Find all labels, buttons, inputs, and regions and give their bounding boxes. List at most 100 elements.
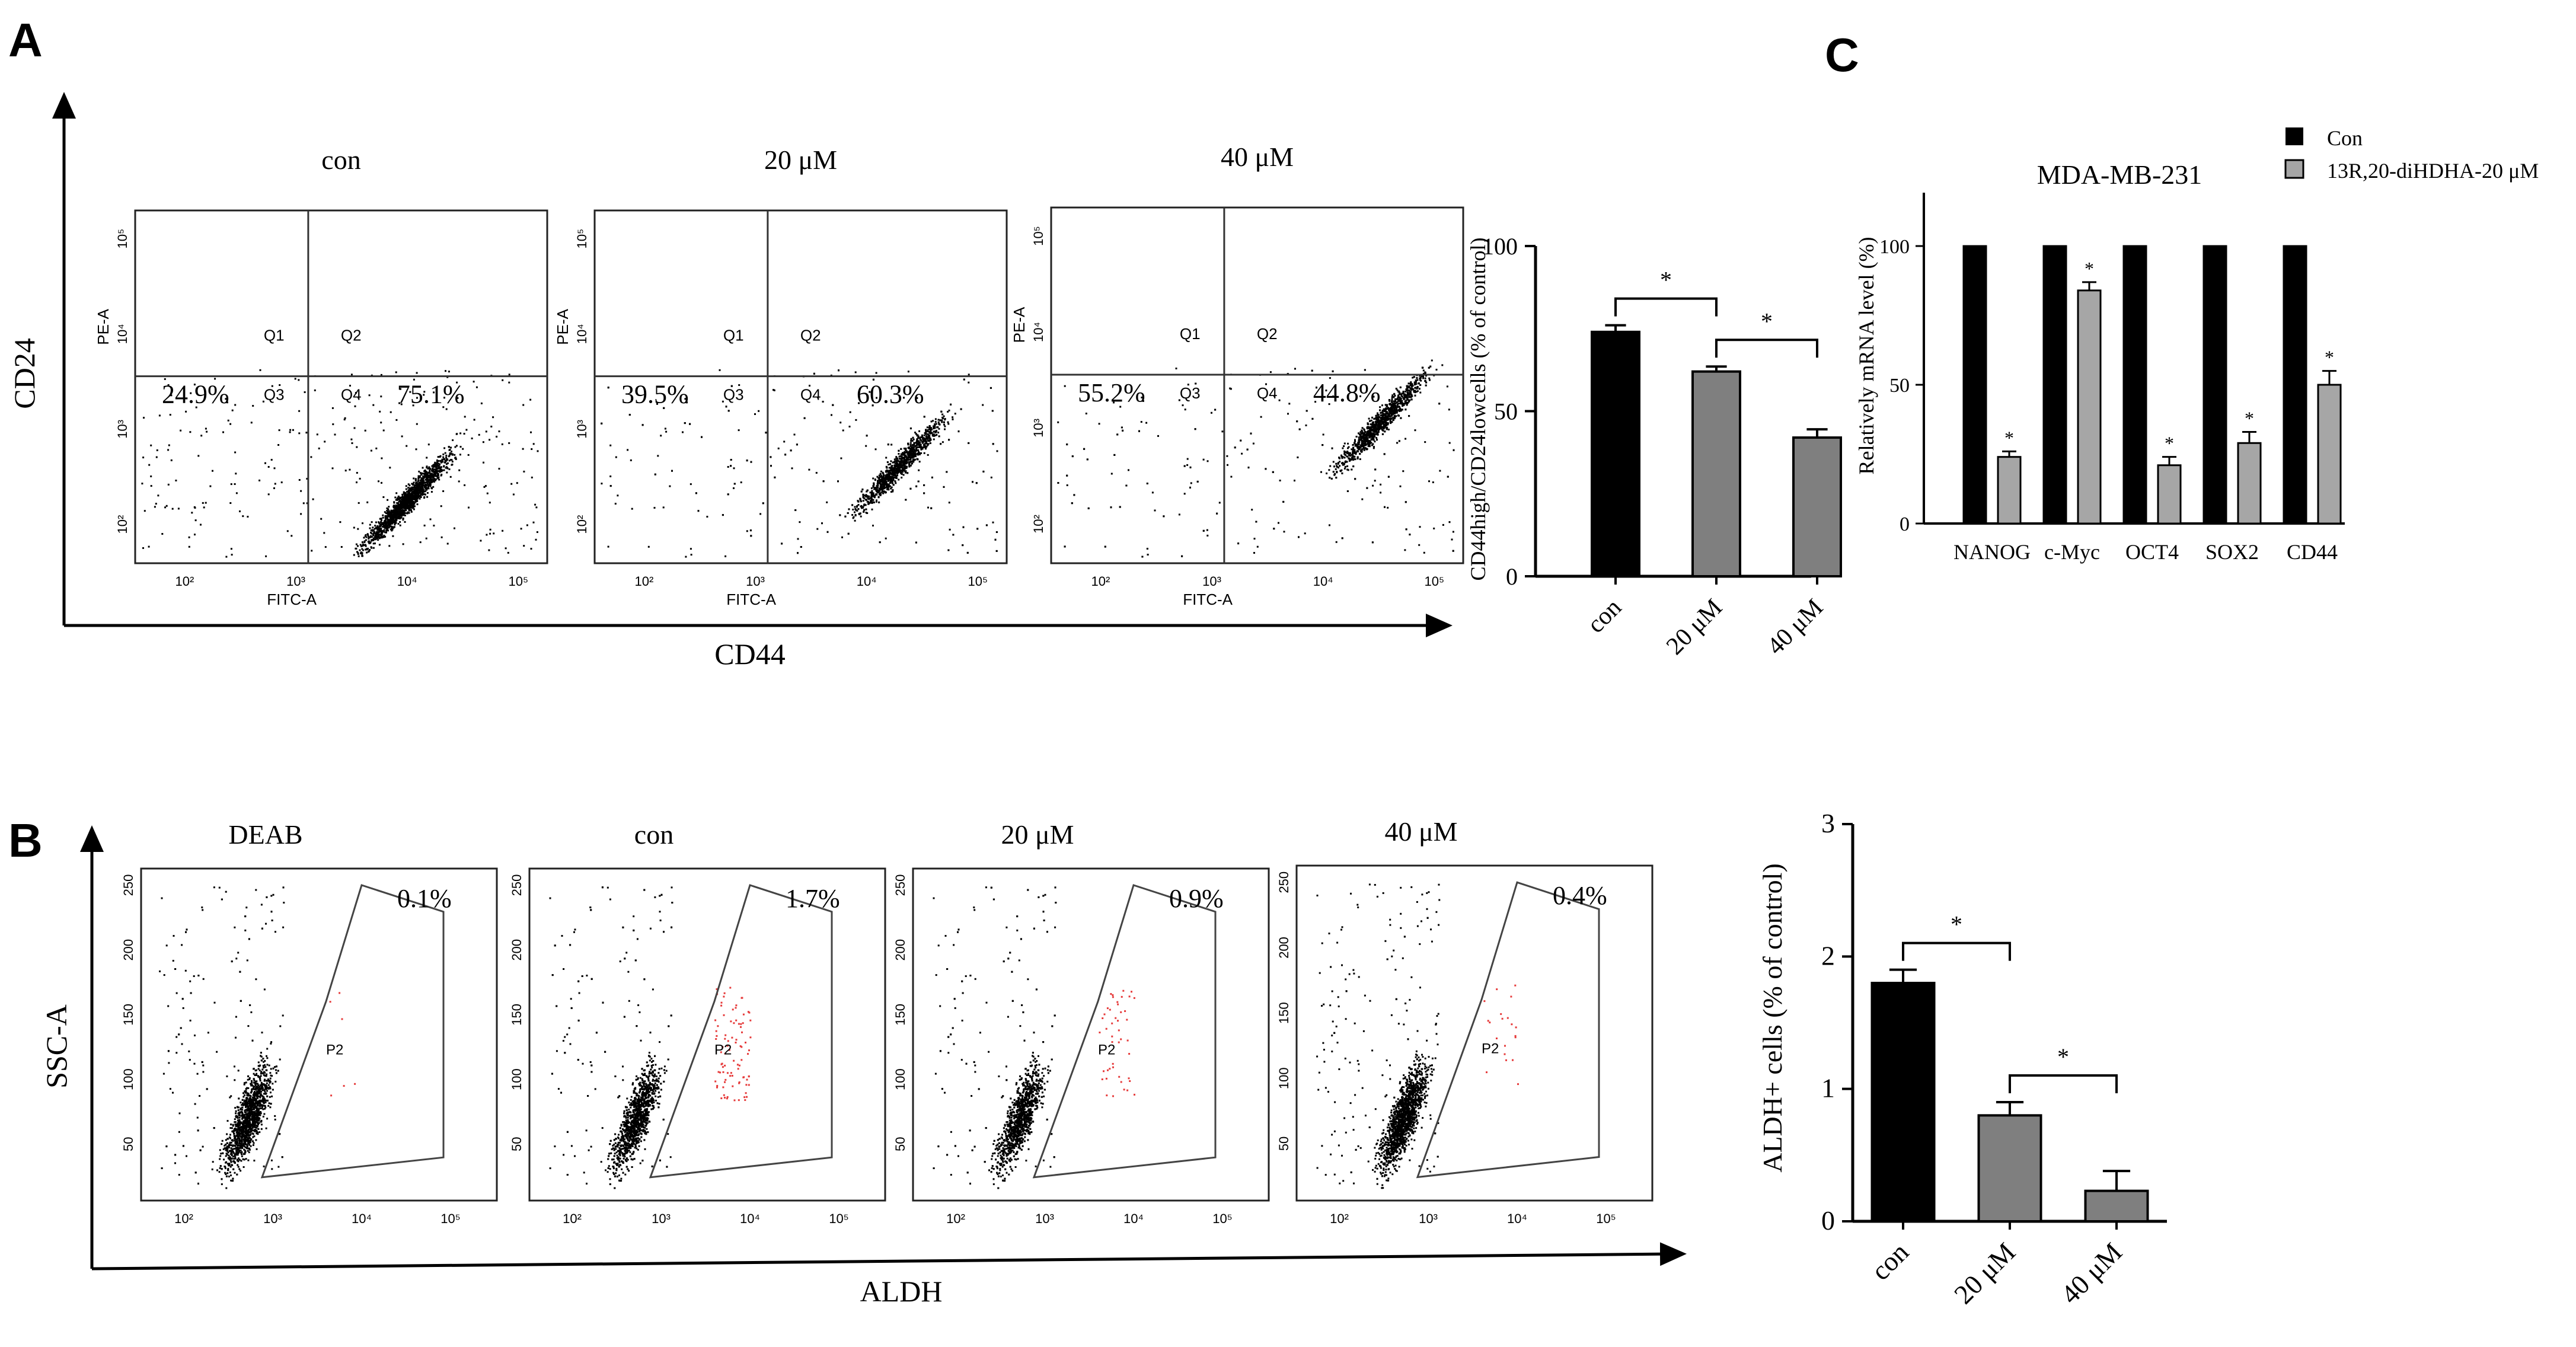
flow-x-tick: 10² [175, 574, 194, 589]
flow-dot [1392, 419, 1394, 421]
flow-dot [471, 438, 473, 439]
flow-dot [408, 495, 410, 497]
flow-x-tick: 10⁵ [509, 574, 529, 589]
flow-dot [934, 427, 936, 429]
flow-dot [909, 427, 912, 430]
flow-dot [452, 439, 454, 441]
flow-dot [925, 436, 928, 439]
flow-dot [383, 534, 385, 537]
flow-dot [391, 521, 393, 523]
flow-dot [424, 490, 426, 493]
flow-dot [365, 534, 367, 536]
flow-dot [376, 531, 378, 533]
flow-dot [791, 467, 793, 470]
flow-dot [397, 503, 399, 505]
flow-dot [853, 516, 855, 518]
flow-dot [411, 505, 414, 507]
flow-dot [928, 426, 931, 427]
flow-dot [1341, 537, 1343, 540]
flow-dot [662, 506, 665, 509]
flow-dot [407, 491, 410, 494]
flow-dot [1352, 455, 1354, 457]
flow-dot [1384, 408, 1386, 410]
flow-dot [877, 480, 879, 482]
flow-dot [1351, 458, 1353, 460]
flow-dot [432, 467, 434, 470]
flow-dot [410, 490, 412, 492]
flow-dot [1381, 429, 1384, 431]
flow-dot [432, 486, 435, 488]
flow-dot [489, 532, 491, 535]
flow-dot [1361, 451, 1363, 453]
flow-dot [762, 502, 764, 505]
flow-dot [910, 460, 912, 462]
flow-dot [759, 513, 762, 515]
flow-dot [381, 535, 383, 537]
flow-dot [368, 538, 370, 540]
flow-dot [914, 452, 916, 455]
flow-dot [440, 474, 443, 475]
flow-dot [1378, 423, 1380, 425]
flow-dot [1377, 418, 1379, 420]
flow-dot [866, 500, 869, 503]
flow-dot [1392, 406, 1394, 408]
flow-dot [1424, 441, 1426, 443]
flow-dot [475, 386, 478, 388]
flow-dot [1416, 390, 1419, 392]
flow-dot [750, 535, 752, 537]
flow-dot [1416, 391, 1418, 393]
flow-dot [1398, 406, 1400, 408]
flow-dot [892, 470, 894, 473]
flow-dot [419, 479, 422, 481]
flow-dot [421, 490, 423, 492]
flow-dot [424, 481, 426, 484]
flow-dot [877, 477, 880, 479]
flow-dot [408, 484, 411, 487]
flow-dot [912, 446, 914, 448]
flow-dot [930, 427, 932, 429]
flow-dot [918, 469, 920, 471]
quadrant-q1: Q1 [723, 327, 744, 344]
flow-dot [924, 448, 927, 450]
flow-dot [911, 440, 913, 442]
flow-dot [901, 462, 903, 464]
flow-dot [900, 472, 902, 474]
flow-dot [962, 544, 964, 547]
flow-dot [419, 477, 421, 478]
flow-dot [1195, 382, 1197, 385]
flow-dot [1325, 390, 1327, 392]
flow-dot [273, 487, 275, 489]
flow-dot [365, 539, 367, 541]
flow-dot [1321, 444, 1324, 446]
flow-dot [382, 523, 384, 525]
flow-dot [1373, 418, 1375, 420]
flow-dot [1358, 436, 1360, 439]
flow-y-tick: 10³ [574, 420, 589, 439]
flow-dot [941, 416, 944, 419]
flow-dot [923, 484, 925, 486]
flow-dot [180, 429, 182, 432]
flow-dot [522, 448, 524, 450]
flow-dot [1414, 390, 1416, 392]
flow-dot [411, 490, 414, 493]
flow-dot [933, 425, 935, 427]
flow-dot [774, 476, 776, 478]
flow-dot [359, 549, 361, 551]
flow-dot [393, 505, 395, 507]
flow-dot [908, 452, 910, 454]
flow-dot [382, 536, 384, 538]
flow-dot [926, 426, 928, 429]
flow-dot [881, 480, 883, 482]
flow-dot [387, 526, 389, 528]
flow-dot [422, 485, 424, 487]
flow-dot [1087, 507, 1090, 509]
flow-dot [893, 474, 896, 476]
flow-dot [418, 475, 420, 477]
flow-dot [933, 435, 935, 437]
flow-dot [1372, 432, 1375, 435]
flow-dot [410, 504, 413, 506]
flow-dot [247, 516, 249, 518]
flow-dot [380, 527, 382, 529]
flow-dot [934, 424, 936, 426]
flow-dot [935, 423, 937, 425]
